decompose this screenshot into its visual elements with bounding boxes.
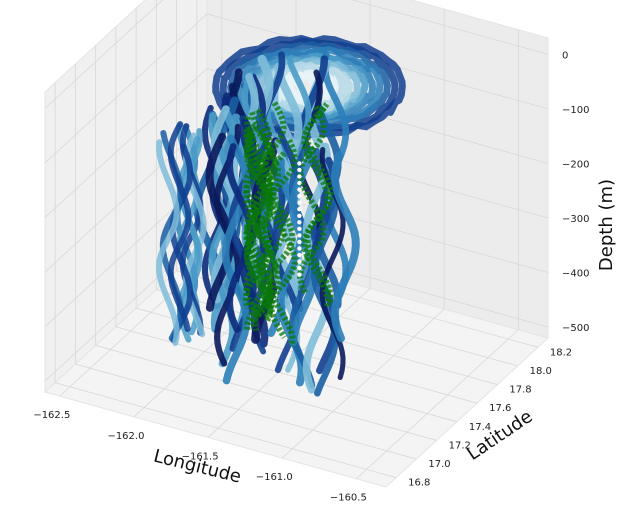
data-point [297, 246, 302, 251]
z-tick-label: 0 [562, 50, 568, 61]
data-point [297, 259, 302, 264]
x-tick-label: −162.5 [33, 410, 70, 421]
trajectory-line [201, 104, 229, 301]
z-tick-label: −500 [562, 323, 589, 334]
highlight-track [243, 132, 274, 327]
x-grid-line [281, 9, 445, 459]
data-point [297, 180, 302, 186]
data-point [297, 272, 302, 277]
x-tick-label: −161.0 [256, 472, 293, 483]
x-tick-label: −161.5 [182, 451, 219, 462]
z-tick-label: −400 [562, 269, 589, 280]
data-point [297, 167, 302, 173]
z-tick-label: −100 [562, 105, 589, 116]
data-point [297, 220, 302, 225]
y-tick-label: 18.0 [530, 366, 552, 377]
y-tick-label: 17.6 [489, 403, 511, 414]
y-tick-label: 17.4 [469, 422, 491, 433]
y-grid-line [135, 8, 478, 404]
trajectory-line [169, 143, 194, 344]
highlight-track [297, 105, 327, 296]
x-tick-label: −160.5 [330, 493, 367, 504]
data-point [297, 226, 302, 231]
z-grid-line [44, 13, 549, 164]
y-tick-label: 18.2 [550, 347, 572, 358]
y-grid-line [74, 64, 417, 460]
highlight-track [304, 102, 334, 304]
y-tick-label: 16.8 [408, 478, 430, 489]
data-point [297, 193, 302, 199]
tick-labels: −162.5 −162.0 −161.5 −161.0 −160.5 16.8 17.0 17… [33, 50, 589, 503]
data-point [297, 161, 302, 166]
x-grid-line [356, 29, 519, 480]
y-grid-line [115, 26, 457, 423]
x-tick-label: −162.0 [107, 431, 144, 442]
z-tick-label: −200 [562, 159, 589, 170]
data-point [297, 213, 302, 218]
y-grid-line [95, 45, 437, 441]
z-axis-label: Depth (m) [596, 179, 617, 271]
y-grid-line [155, 0, 498, 385]
data-point [297, 187, 302, 192]
data-point [297, 233, 302, 238]
trajectory-line [167, 121, 192, 332]
z-grid-line [44, 68, 549, 218]
z-grid-line [44, 0, 549, 109]
y-tick-label: 17.2 [449, 440, 471, 451]
highlight-track [242, 108, 273, 318]
y-tick-label: 17.0 [428, 459, 450, 470]
data-marks [155, 34, 406, 397]
highlight-track [268, 138, 298, 339]
data-point [297, 239, 302, 245]
y-grid-line [176, 0, 518, 367]
data-point [297, 174, 302, 179]
trajectory-line [331, 151, 360, 343]
data-point [297, 207, 302, 212]
trajectory-line [155, 139, 180, 346]
y-grid-line [54, 82, 397, 479]
y-tick-label: 17.8 [509, 385, 531, 396]
data-point [297, 200, 302, 205]
y-axis-label: Latitude [463, 406, 536, 465]
z-tick-label: −300 [562, 214, 589, 225]
data-point [297, 252, 302, 258]
data-point [297, 265, 302, 271]
